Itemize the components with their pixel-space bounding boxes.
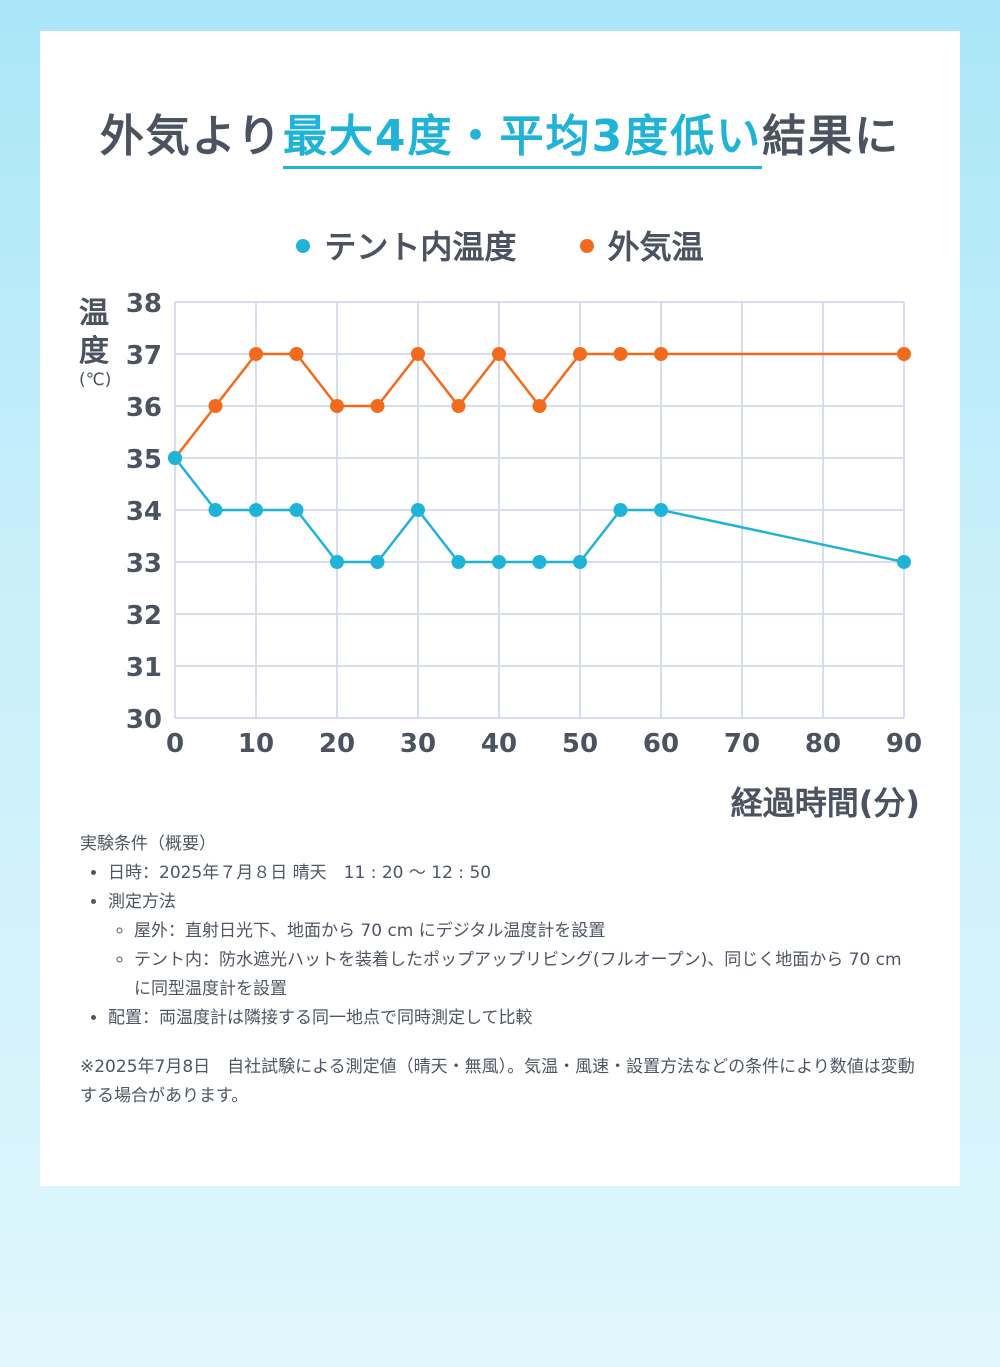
- notes-list: 日時：2025年７月８日 晴天 11 : 20 〜 12 : 50 測定方法 屋…: [80, 859, 920, 1033]
- y-tick-label: 36: [126, 393, 162, 423]
- data-point-series-0: [654, 347, 668, 361]
- data-point-series-0: [532, 399, 547, 413]
- notes-footnote: ※2025年7月8日 自社試験による測定値（晴天・無風）。気温・風速・設置方法な…: [80, 1057, 915, 1106]
- legend-label-tent: テント内温度: [324, 228, 517, 266]
- data-point-series-0: [613, 347, 628, 361]
- headline-suffix: 結果に: [762, 111, 901, 162]
- y-tick-label: 32: [126, 601, 162, 631]
- experiment-notes: 実験条件（概要） 日時：2025年７月８日 晴天 11 : 20 〜 12 : …: [80, 830, 920, 1128]
- legend-item-outside: 外気温: [579, 222, 704, 268]
- notes-heading: 実験条件（概要）: [80, 834, 216, 854]
- notes-method-list: 屋外：直射日光下、地面から 70 cm にデジタル温度計を設置 テント内：防水遮…: [108, 917, 920, 1004]
- legend-dot-outside: [579, 239, 594, 253]
- data-point-series-0: [573, 347, 587, 361]
- data-point-series-1: [451, 555, 466, 569]
- y-axis-unit: (℃): [79, 370, 112, 390]
- headline-highlight: 最大4度・平均3度低い: [282, 100, 763, 169]
- y-tick-label: 38: [126, 289, 162, 319]
- data-point-series-1: [613, 503, 628, 517]
- notes-outdoor: 屋外：直射日光下、地面から 70 cm にデジタル温度計を設置: [134, 917, 920, 946]
- data-point-series-1: [330, 555, 344, 569]
- y-tick-label: 33: [126, 549, 162, 579]
- y-tick-label: 35: [126, 445, 162, 475]
- x-tick-label: 10: [238, 729, 274, 759]
- data-point-series-0: [208, 399, 223, 413]
- data-point-series-1: [532, 555, 547, 569]
- notes-method: 測定方法 屋外：直射日光下、地面から 70 cm にデジタル温度計を設置 テント…: [108, 888, 920, 1004]
- x-tick-label: 70: [724, 729, 760, 759]
- headline: 外気より最大4度・平均3度低い結果に: [0, 100, 1000, 169]
- line-chart: 30 31 32 33 34 35 36 37 38 0 10 20 30 40 50 60 70 80 90: [126, 289, 922, 759]
- data-point-series-0: [897, 347, 911, 361]
- notes-placement: 配置：両温度計は隣接する同一地点で同時測定して比較: [108, 1004, 920, 1033]
- data-point-series-1: [897, 555, 911, 569]
- data-point-series-1: [249, 503, 263, 517]
- headline-prefix: 外気より: [99, 111, 283, 162]
- notes-datetime: 日時：2025年７月８日 晴天 11 : 20 〜 12 : 50: [108, 859, 920, 888]
- data-point-series-1: [573, 555, 587, 569]
- data-point-series-1: [492, 555, 506, 569]
- y-axis-label-char-2: 度: [79, 334, 109, 369]
- data-point-series-1: [208, 503, 223, 517]
- data-point-series-1: [654, 503, 668, 517]
- data-point-series-1: [168, 451, 182, 465]
- x-tick-label: 80: [805, 729, 841, 759]
- data-point-series-1: [411, 503, 425, 517]
- data-point-series-1: [370, 555, 385, 569]
- legend-label-outside: 外気温: [607, 228, 704, 266]
- y-tick-label: 37: [126, 341, 162, 371]
- chart-legend: テント内温度 外気温: [0, 222, 1000, 268]
- legend-item-tent: テント内温度: [296, 222, 516, 268]
- data-point-series-0: [411, 347, 425, 361]
- data-point-series-0: [370, 399, 385, 413]
- x-tick-label: 30: [400, 729, 436, 759]
- legend-dot-tent: [296, 239, 311, 253]
- y-tick-label: 30: [126, 705, 162, 735]
- notes-tent: テント内：防水遮光ハットを装着したポップアップリビング(フルオープン)、同じく地…: [134, 946, 920, 1004]
- x-tick-label: 0: [166, 729, 184, 759]
- x-tick-label: 90: [886, 729, 922, 759]
- data-point-series-0: [492, 347, 506, 361]
- y-axis-label-char-1: 温: [79, 296, 109, 331]
- data-point-series-0: [289, 347, 304, 361]
- x-axis-label: 経過時間(分): [730, 784, 920, 822]
- y-tick-label: 34: [126, 497, 162, 527]
- data-point-series-0: [330, 399, 344, 413]
- notes-method-label: 測定方法: [108, 892, 176, 912]
- x-tick-label: 60: [643, 729, 679, 759]
- x-tick-label: 40: [481, 729, 517, 759]
- data-point-series-1: [289, 503, 304, 517]
- y-tick-label: 31: [126, 653, 162, 683]
- data-point-series-0: [451, 399, 466, 413]
- x-tick-label: 20: [319, 729, 355, 759]
- data-point-series-0: [249, 347, 263, 361]
- x-tick-label: 50: [562, 729, 598, 759]
